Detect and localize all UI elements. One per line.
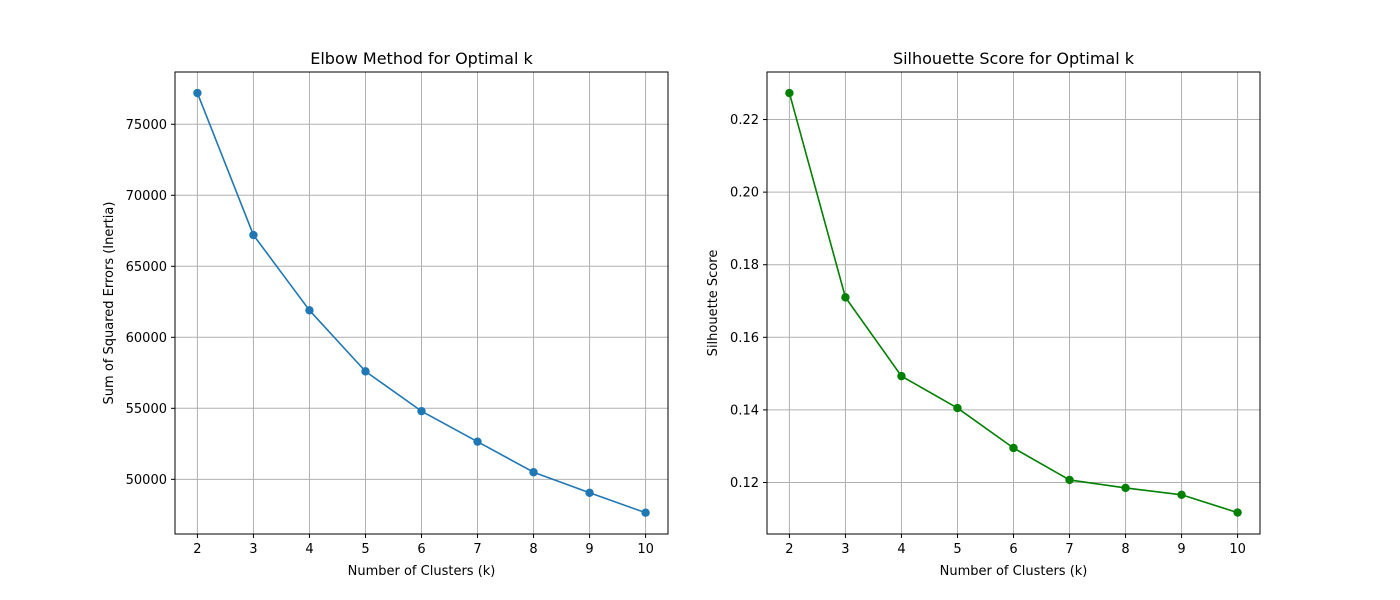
x-tick-label: 5 [361,542,369,557]
x-tick-label: 5 [953,542,961,557]
x-tick-label: 2 [193,542,201,557]
x-tick-label: 7 [1065,542,1073,557]
data-point [417,406,426,416]
y-tick-label: 0.14 [730,403,759,418]
data-point [841,293,850,302]
x-tick-label: 8 [529,542,537,557]
y-tick-label: 0.12 [730,476,759,491]
y-tick-label: 55000 [126,402,167,417]
data-point [1121,483,1130,493]
silhouette-chart: Silhouette Score for Optimal k Number of… [706,49,1261,579]
data-point [361,367,370,376]
x-tick-label: 4 [305,542,313,557]
y-tick-label: 60000 [126,331,167,346]
data-point [641,508,650,517]
y-tick-label: 0.20 [730,186,759,201]
grid [767,72,1260,534]
y-tick-label: 75000 [126,118,167,133]
plot-frame [766,71,1261,535]
x-tick-label: 3 [249,542,257,557]
y-axis-label: Sum of Squared Errors (Inertia) [102,202,117,405]
data-point [1233,508,1242,517]
data-point [473,437,482,446]
y-axis-label: Silhouette Score [706,250,721,357]
x-tick-label: 9 [585,542,593,557]
y-tick-label: 50000 [126,473,167,488]
data-point [249,230,258,240]
data-point [1177,490,1186,500]
y-tick-label: 70000 [126,189,167,204]
y-tick-label: 0.16 [730,331,759,346]
x-tick-label: 3 [841,542,849,557]
data-point [193,88,202,98]
data-point [897,371,906,381]
chart-title: Elbow Method for Optimal k [310,49,533,68]
x-axis-label: Number of Clusters (k) [348,564,496,579]
x-tick-label: 9 [1177,542,1185,557]
x-tick-label: 10 [637,542,654,557]
y-tick-label: 65000 [126,260,167,275]
chart-title: Silhouette Score for Optimal k [893,49,1135,68]
x-tick-label: 6 [1009,542,1017,557]
x-tick-label: 10 [1229,542,1246,557]
grid [175,72,668,534]
data-point [785,88,794,98]
data-point [529,468,538,477]
x-tick-label: 6 [417,542,425,557]
data-point [585,488,594,498]
y-tick-label: 0.22 [730,113,759,128]
x-tick-label: 8 [1121,542,1129,557]
x-tick-label: 4 [897,542,905,557]
x-tick-label: 7 [473,542,481,557]
data-point [953,403,962,413]
x-tick-label: 2 [785,542,793,557]
plot-frame [174,71,669,535]
y-tick-label: 0.18 [730,258,759,273]
elbow-chart: Elbow Method for Optimal k Number of Clu… [102,49,669,579]
data-point [305,306,314,315]
data-point [1065,475,1074,485]
data-point [1009,443,1018,453]
x-axis-label: Number of Clusters (k) [940,564,1088,579]
